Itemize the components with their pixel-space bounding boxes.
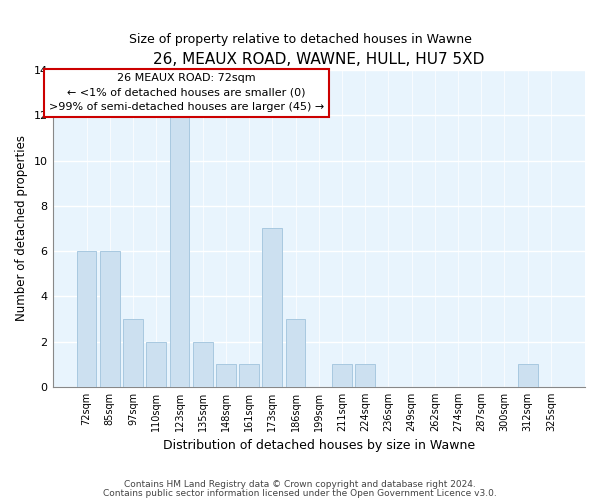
Bar xyxy=(286,319,305,387)
Bar xyxy=(262,228,282,387)
Text: Contains HM Land Registry data © Crown copyright and database right 2024.: Contains HM Land Registry data © Crown c… xyxy=(124,480,476,489)
Text: Size of property relative to detached houses in Wawne: Size of property relative to detached ho… xyxy=(128,32,472,46)
Title: 26, MEAUX ROAD, WAWNE, HULL, HU7 5XD: 26, MEAUX ROAD, WAWNE, HULL, HU7 5XD xyxy=(153,52,484,68)
Text: 26 MEAUX ROAD: 72sqm
← <1% of detached houses are smaller (0)
>99% of semi-detac: 26 MEAUX ROAD: 72sqm ← <1% of detached h… xyxy=(49,74,324,112)
Bar xyxy=(332,364,352,387)
X-axis label: Distribution of detached houses by size in Wawne: Distribution of detached houses by size … xyxy=(163,440,475,452)
Text: Contains public sector information licensed under the Open Government Licence v3: Contains public sector information licen… xyxy=(103,488,497,498)
Bar xyxy=(146,342,166,387)
Bar xyxy=(123,319,143,387)
Bar xyxy=(355,364,375,387)
Bar xyxy=(239,364,259,387)
Bar xyxy=(100,251,119,387)
Bar xyxy=(170,116,190,387)
Bar xyxy=(216,364,236,387)
Bar xyxy=(193,342,212,387)
Bar xyxy=(518,364,538,387)
Bar xyxy=(77,251,97,387)
Y-axis label: Number of detached properties: Number of detached properties xyxy=(15,136,28,322)
